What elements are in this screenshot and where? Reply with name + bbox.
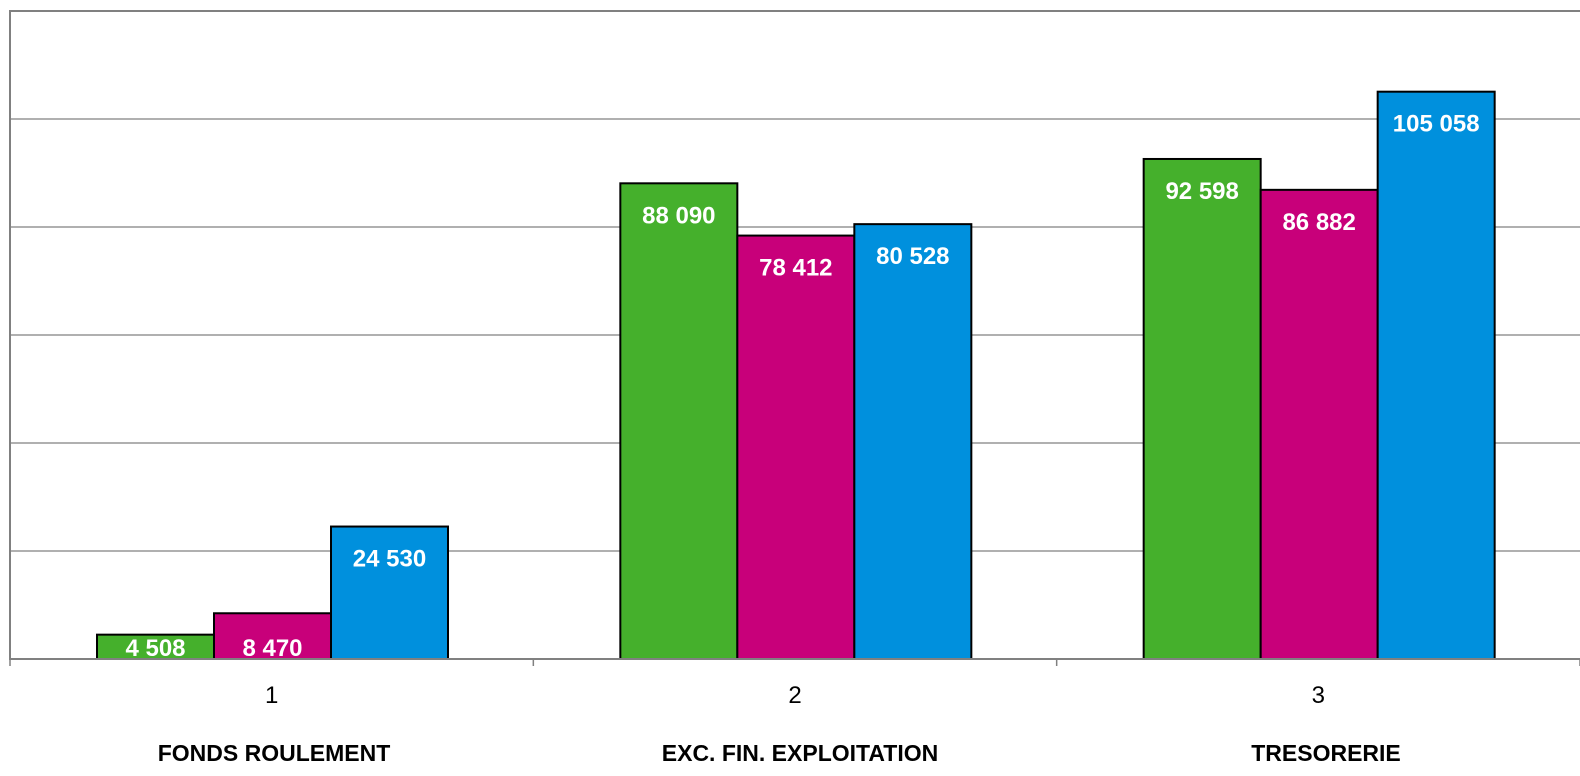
category-name-3: TRESORERIE: [1251, 740, 1401, 766]
data-label: 80 528: [876, 243, 949, 270]
category-name-2: EXC. FIN. EXPLOITATION: [661, 740, 939, 766]
category-name-1: FONDS ROULEMENT: [157, 740, 391, 766]
bar: [619, 182, 739, 660]
data-label: 86 882: [1282, 209, 1355, 236]
data-label: 88 090: [642, 202, 715, 229]
bar: [853, 223, 973, 660]
bar: [736, 234, 856, 660]
bar: [1142, 157, 1262, 660]
x-tick-label: 1: [265, 682, 278, 709]
bar: [330, 525, 449, 661]
x-tick-labels: 1 2 3: [265, 682, 1325, 709]
bar: [1259, 188, 1379, 661]
x-tick-label: 3: [1312, 682, 1325, 709]
x-tick-label: 2: [788, 682, 801, 709]
data-label: 78 412: [759, 255, 832, 282]
bar: [1376, 90, 1496, 660]
data-label: 24 530: [353, 546, 426, 573]
x-axis: [9, 658, 1580, 666]
data-label: 92 598: [1165, 178, 1238, 205]
data-label: 105 058: [1393, 111, 1480, 138]
data-label: 4 508: [125, 635, 185, 662]
bars: 4 508 88 090 92 598 8 470 78 412 86 882 24 530…: [96, 90, 1496, 662]
data-label: 8 470: [242, 635, 302, 662]
